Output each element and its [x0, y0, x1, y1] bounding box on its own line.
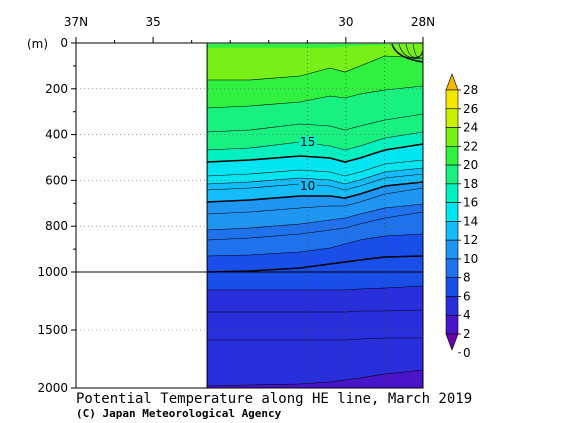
contour-line-18 [207, 337, 423, 341]
contour-label-15: 15 [300, 135, 315, 149]
contour-line-11 [207, 187, 424, 215]
colorbar-segment-4 [445, 164, 459, 185]
contour-line-9 [207, 173, 424, 191]
colorbar-label-22: 22 [463, 139, 478, 153]
chart-title: Potential Temperature along HE line, Mar… [76, 391, 473, 407]
colorbar-label-26: 26 [463, 102, 478, 116]
colorbar-label-8: 8 [463, 271, 471, 285]
contour-line-14 [207, 233, 424, 257]
temperature-fill-layers [206, 43, 424, 389]
contour-line-4 [207, 113, 424, 133]
colorbar-label-16: 16 [463, 196, 478, 210]
colorbar-segment-3 [445, 146, 459, 166]
colorbar-segment-0 [445, 89, 459, 110]
y-tick-label-200: 200 [45, 82, 68, 96]
contour-label-10-bg [299, 180, 317, 192]
y-axis-unit-label: (m) [27, 37, 48, 51]
contour-label-10: 10 [300, 179, 315, 193]
colorbar-label-28: 28 [463, 83, 478, 97]
colorbar-segment-9 [445, 258, 459, 278]
contour-line-17 [207, 309, 424, 313]
warm-core-contour-1 [398, 43, 424, 59]
y-tick-label-1000: 1000 [37, 265, 68, 279]
contour-line-3 [207, 85, 424, 109]
chart-credit: (C) Japan Meteorological Agency [76, 407, 282, 420]
colorbar-segment-7 [445, 221, 459, 241]
colorbar-top-arrow [445, 73, 459, 91]
x-tick-label-3: 28N [411, 15, 435, 29]
colorbar-segment-11 [445, 296, 459, 316]
y-tick-label-800: 800 [45, 219, 68, 233]
temp-layer-17 [206, 309, 424, 341]
contour-lines [207, 43, 424, 387]
colorbar-segment-6 [445, 202, 459, 222]
gridlines [76, 43, 423, 388]
x-axis: 37N 35 30 28N [64, 15, 435, 43]
colorbar-segment-5 [445, 183, 459, 203]
contour-label-15-bg [299, 136, 317, 148]
x-tick-label-2: 30 [338, 15, 353, 29]
colorbar-segment-12 [445, 314, 459, 335]
contour-line-2 [207, 55, 424, 81]
colorbar-label-14: 14 [463, 214, 478, 228]
colorbar-label-0: 0 [463, 346, 471, 360]
contour-line-7 [207, 159, 424, 177]
colorbar-label-10: 10 [463, 252, 478, 266]
y-axis: 0 200 400 600 800 1000 1500 2000 [37, 36, 76, 395]
contour-line-6 [207, 143, 424, 163]
contour-line-10 [207, 181, 424, 203]
colorbar-label-18: 18 [463, 177, 478, 191]
colorbar-segment-8 [445, 239, 459, 260]
contour-line-8 [207, 167, 424, 185]
contour-line-13 [207, 211, 424, 241]
contour-line-16 [207, 285, 424, 291]
colorbar-label-12: 12 [463, 233, 478, 247]
y-tick-label-1500: 1500 [37, 323, 68, 337]
colorbar-label-4: 4 [463, 308, 471, 322]
colorbar-segment-10 [445, 277, 459, 297]
x-tick-label-0: 37N [64, 15, 88, 29]
contour-line-12 [207, 203, 424, 231]
colorbar-label-6: 6 [463, 289, 471, 303]
y-tick-label-600: 600 [45, 173, 68, 187]
colorbar-segment-2 [445, 127, 459, 147]
y-tick-label-400: 400 [45, 128, 68, 142]
warm-core-contour-0 [391, 43, 424, 63]
colorbar-label-24: 24 [463, 121, 478, 135]
colorbar-bottom-arrow [445, 333, 459, 351]
y-tick-label-0: 0 [60, 36, 68, 50]
contour-line-19 [207, 369, 424, 387]
colorbar-label-20: 20 [463, 158, 478, 172]
colorbar-segment-1 [445, 108, 459, 128]
warm-core-contour-3 [412, 43, 424, 58]
colorbar-label-2: 2 [463, 327, 471, 341]
plot-frame [75, 42, 424, 389]
contour-line-5 [207, 131, 424, 151]
x-tick-label-1: 35 [145, 15, 160, 29]
contour-line-15 [207, 255, 424, 273]
y-tick-label-2000: 2000 [37, 381, 68, 395]
